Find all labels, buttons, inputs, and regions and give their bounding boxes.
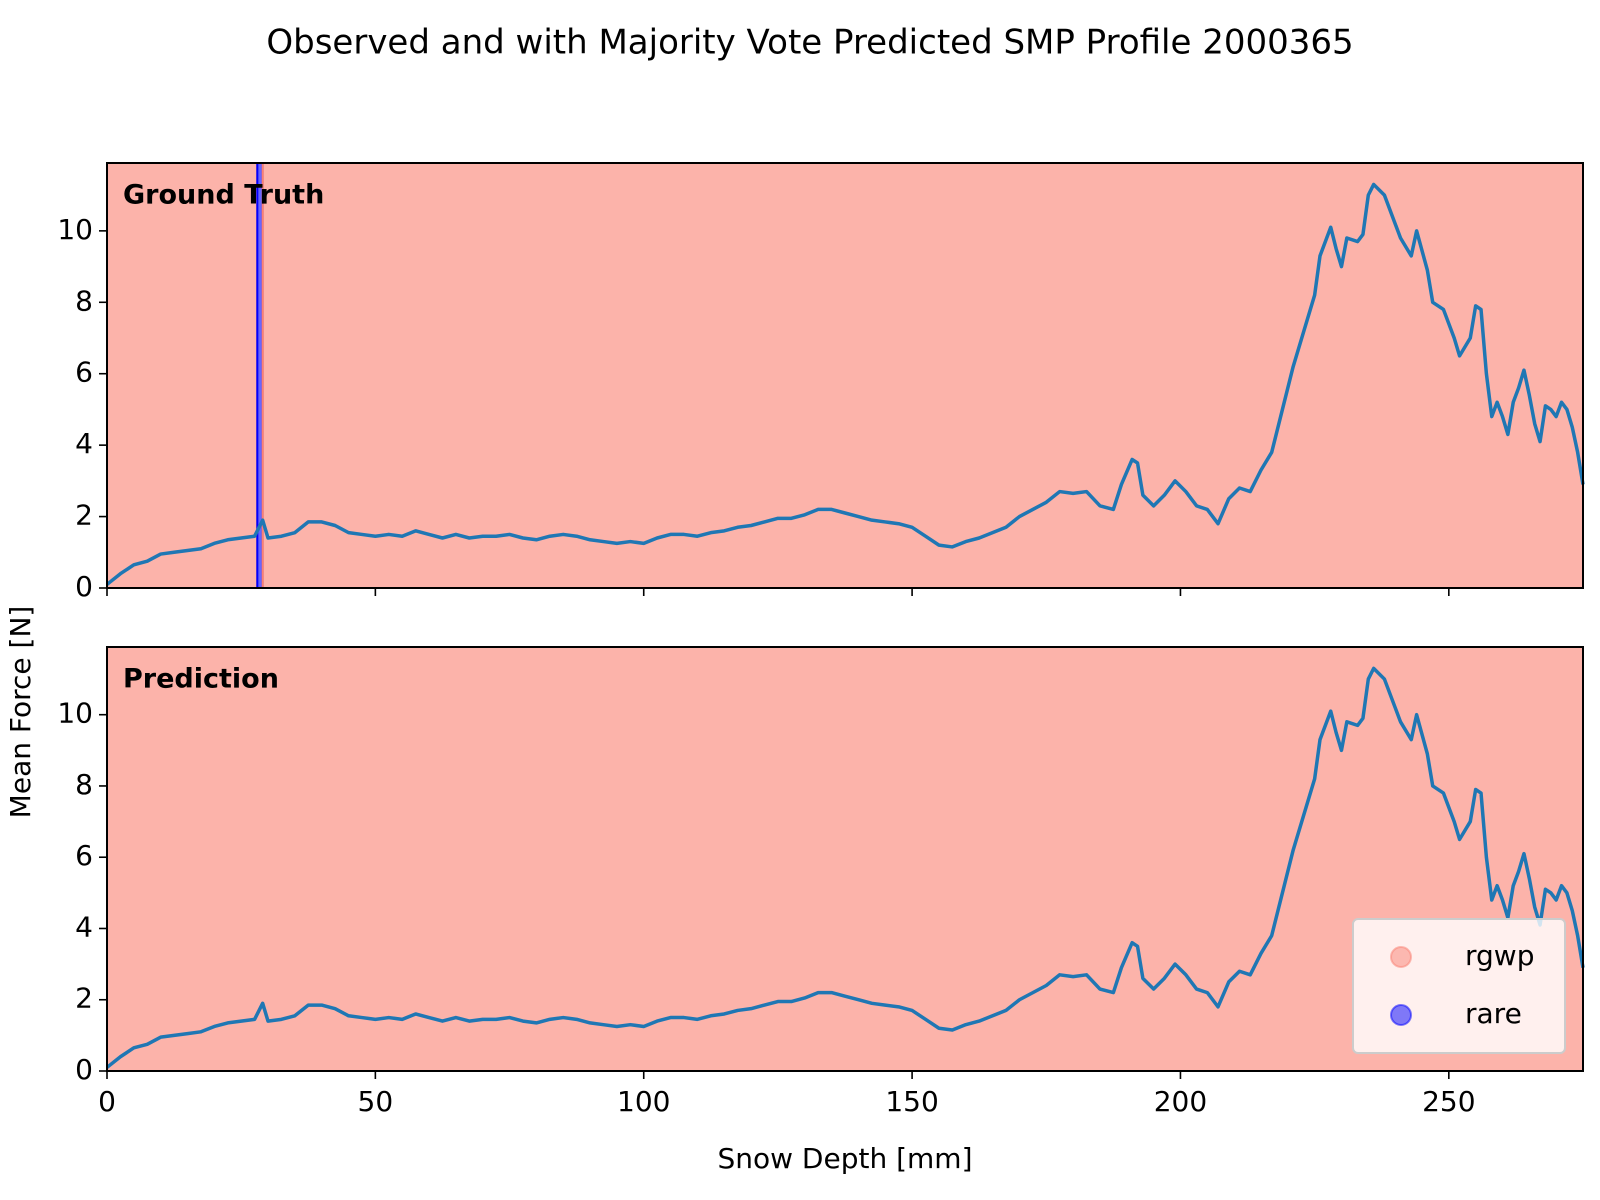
y-tick-label: 8 bbox=[75, 768, 93, 801]
y-tick-label: 2 bbox=[75, 499, 93, 532]
x-tick-label: 50 bbox=[358, 1085, 394, 1118]
y-tick-label: 0 bbox=[75, 1053, 93, 1086]
y-tick-label: 4 bbox=[75, 427, 93, 460]
legend-label: rgwp bbox=[1465, 939, 1534, 972]
y-tick-label: 8 bbox=[75, 284, 93, 317]
y-tick-label: 0 bbox=[75, 570, 93, 603]
x-tick-label: 250 bbox=[1422, 1085, 1475, 1118]
data-line bbox=[105, 666, 1585, 1069]
legend-marker bbox=[1390, 1004, 1412, 1026]
y-axis-label: Mean Force [N] bbox=[4, 606, 37, 819]
y-tick-label: 6 bbox=[75, 356, 93, 389]
data-line bbox=[105, 182, 1585, 586]
x-tick-label: 200 bbox=[1154, 1085, 1207, 1118]
y-tick-label: 10 bbox=[57, 697, 93, 730]
plot-frame bbox=[106, 646, 1584, 1072]
y-tick-label: 6 bbox=[75, 839, 93, 872]
panel-label: Ground Truth bbox=[123, 180, 324, 211]
region bbox=[106, 646, 1584, 1072]
panel-label: Prediction bbox=[123, 664, 279, 695]
y-tick-label: 10 bbox=[57, 213, 93, 246]
x-tick-label: 100 bbox=[617, 1085, 670, 1118]
legend-label: rare bbox=[1465, 997, 1522, 1030]
y-tick-label: 2 bbox=[75, 982, 93, 1015]
x-tick-label: 150 bbox=[885, 1085, 938, 1118]
plot-frame bbox=[106, 162, 1584, 589]
region bbox=[261, 162, 1585, 589]
y-tick-label: 4 bbox=[75, 910, 93, 943]
region bbox=[106, 162, 259, 589]
legend-marker bbox=[1390, 946, 1412, 968]
x-axis-label: Snow Depth [mm] bbox=[717, 1142, 972, 1175]
x-tick-label: 0 bbox=[98, 1085, 116, 1118]
chart-title: Observed and with Majority Vote Predicte… bbox=[266, 23, 1353, 63]
